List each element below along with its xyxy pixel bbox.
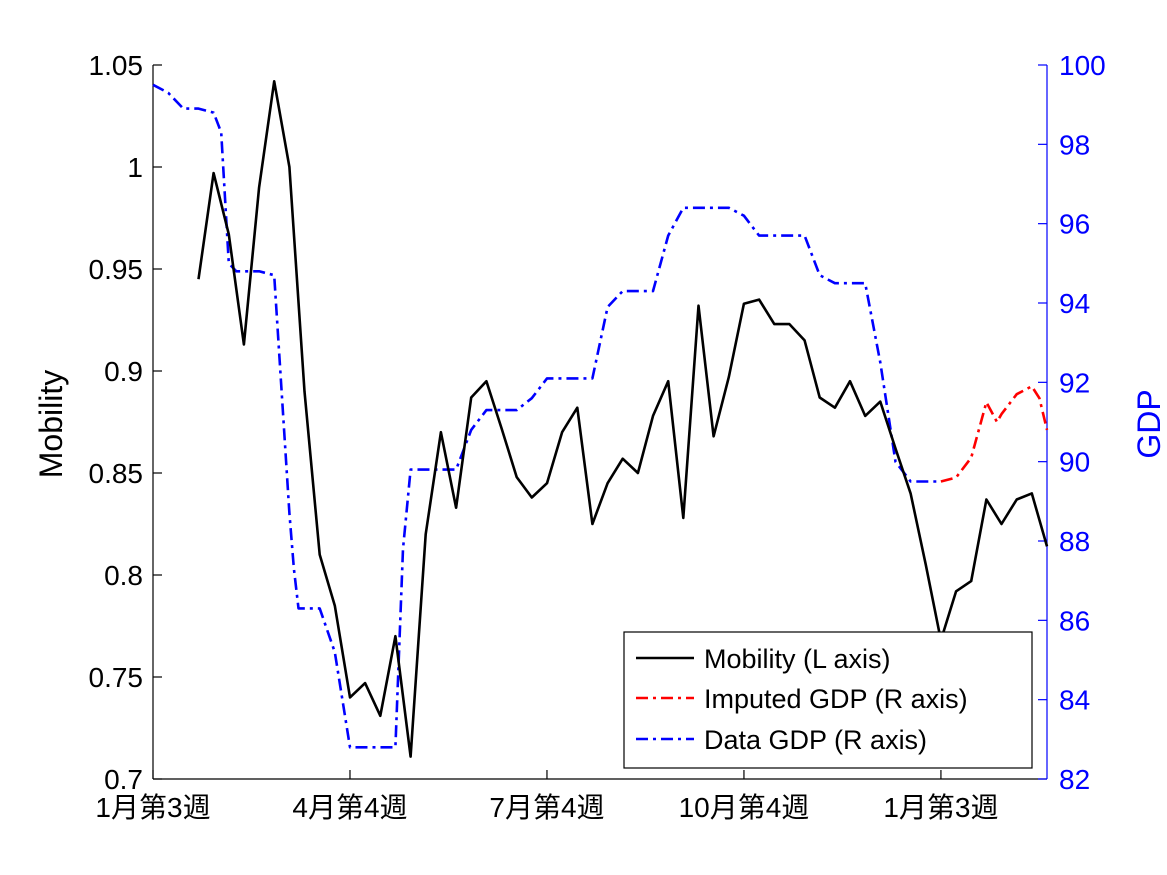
right-axis-title: GDP bbox=[1131, 389, 1167, 458]
tick-labels-layer: 0.7 0.75 0.8 0.85 0.9 0.95 1 1.05 82 84 86 88 90 92 94… bbox=[89, 50, 1106, 823]
right-tick-label: 86 bbox=[1059, 605, 1090, 636]
right-tick-label: 98 bbox=[1059, 129, 1090, 160]
left-tick-label: 0.85 bbox=[89, 458, 144, 489]
x-tick-label: 4月第4週 bbox=[292, 792, 407, 823]
right-tick-label: 92 bbox=[1059, 367, 1090, 398]
imputed-gdp-line bbox=[940, 384, 1049, 483]
x-tick-label: 10月第4週 bbox=[679, 792, 810, 823]
mobility-line bbox=[197, 80, 1049, 758]
left-axis-title: Mobility bbox=[33, 370, 69, 478]
right-tick-label: 96 bbox=[1059, 209, 1090, 240]
legend-label-imputed-gdp: Imputed GDP (R axis) bbox=[704, 684, 968, 714]
left-tick-label: 0.95 bbox=[89, 254, 144, 285]
x-tick-label: 1月第3週 bbox=[95, 792, 210, 823]
legend-box bbox=[623, 631, 1033, 769]
x-tick-label: 1月第3週 bbox=[883, 792, 998, 823]
left-tick-label: 0.75 bbox=[89, 662, 144, 693]
right-tick-label: 100 bbox=[1059, 50, 1106, 81]
left-tick-label: 0.9 bbox=[104, 356, 143, 387]
legend-label-mobility: Mobility (L axis) bbox=[704, 644, 891, 674]
right-tick-label: 88 bbox=[1059, 526, 1090, 557]
left-tick-label: 0.8 bbox=[104, 560, 143, 591]
series-layer bbox=[152, 80, 1049, 758]
x-tick-label: 7月第4週 bbox=[489, 792, 604, 823]
right-tick-label: 94 bbox=[1059, 288, 1090, 319]
right-tick-label: 90 bbox=[1059, 447, 1090, 478]
right-tick-label: 84 bbox=[1059, 685, 1090, 716]
left-tick-label: 1 bbox=[127, 152, 143, 183]
legend-label-data-gdp: Data GDP (R axis) bbox=[704, 725, 927, 755]
legend: Mobility (L axis) Imputed GDP (R axis) D… bbox=[623, 631, 1033, 769]
axes-ticks-layer bbox=[152, 64, 1048, 780]
right-tick-label: 82 bbox=[1059, 764, 1090, 795]
left-tick-label: 1.05 bbox=[89, 50, 144, 81]
left-tick-label: 0.7 bbox=[104, 764, 143, 795]
